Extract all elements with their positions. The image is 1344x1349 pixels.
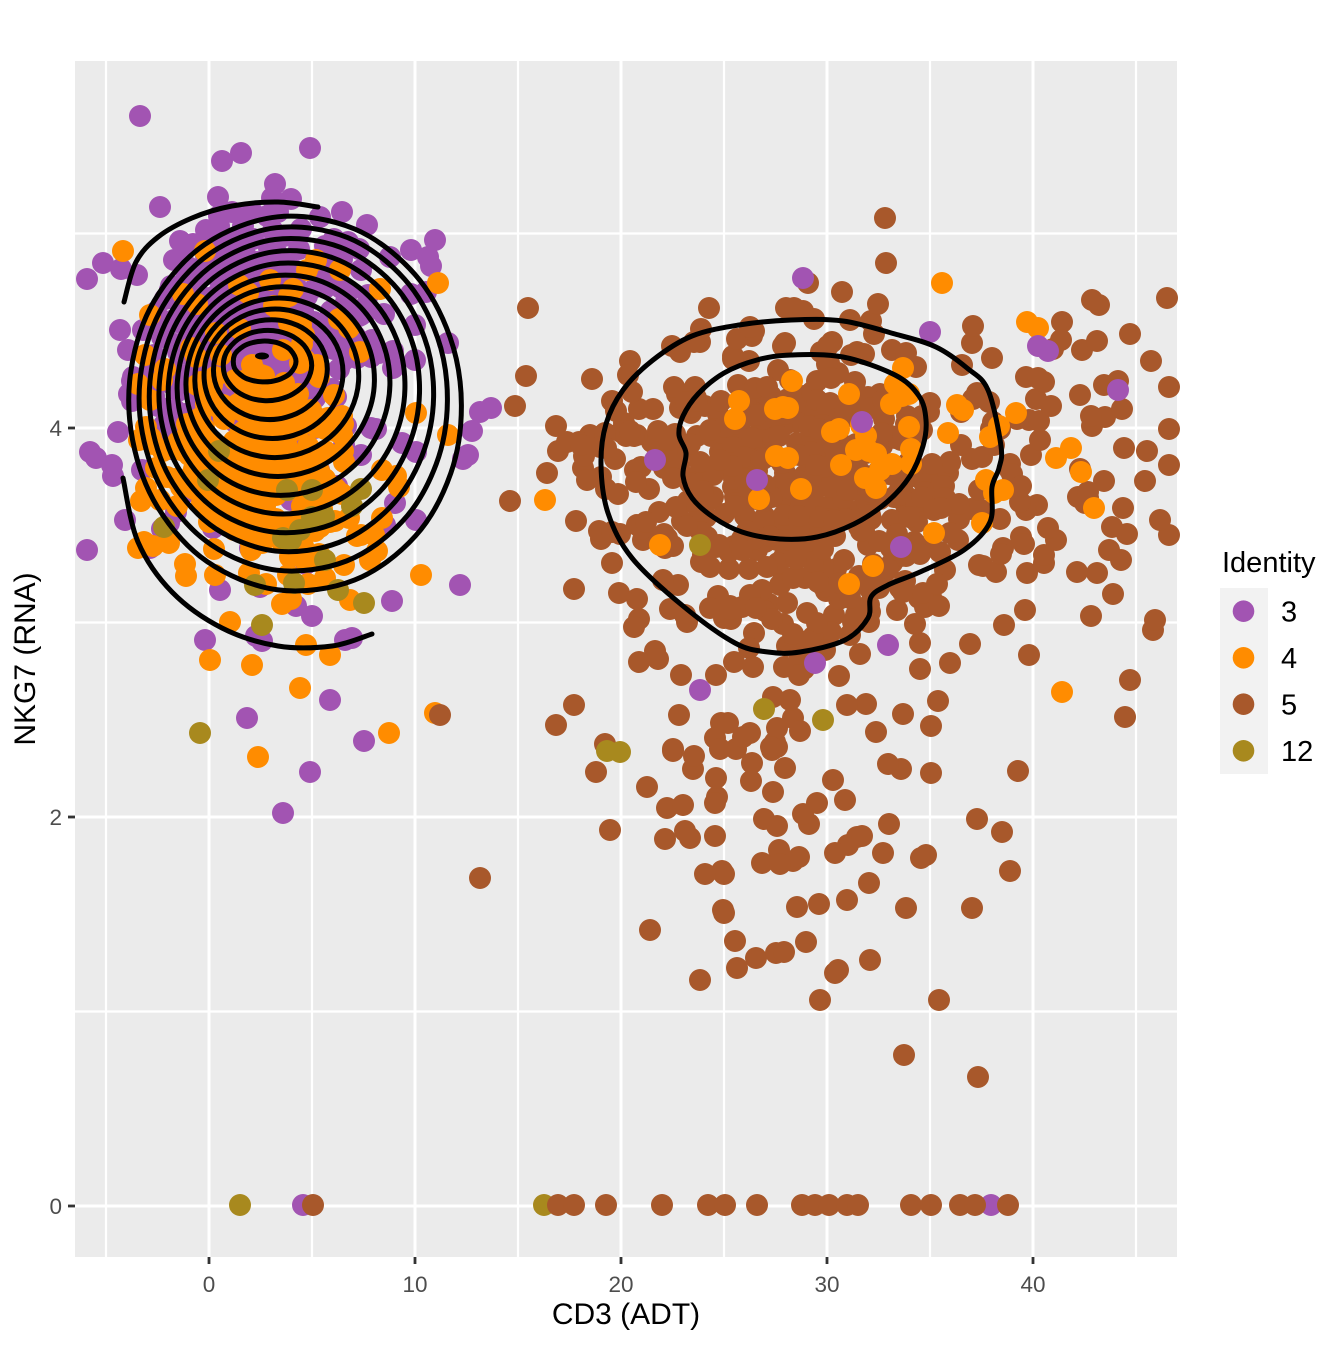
svg-text:20: 20	[608, 1272, 633, 1297]
svg-text:2: 2	[49, 805, 62, 830]
svg-text:Identity: Identity	[1222, 547, 1316, 579]
svg-text:10: 10	[402, 1272, 427, 1297]
svg-text:30: 30	[814, 1272, 839, 1297]
svg-text:40: 40	[1020, 1272, 1045, 1297]
svg-text:CD3 (ADT): CD3 (ADT)	[552, 1298, 700, 1331]
svg-text:12: 12	[1281, 736, 1313, 768]
svg-text:0: 0	[49, 1194, 62, 1219]
svg-text:5: 5	[1281, 690, 1297, 722]
svg-text:4: 4	[1281, 643, 1297, 675]
svg-text:NKG7 (RNA): NKG7 (RNA)	[9, 572, 42, 745]
svg-text:3: 3	[1281, 597, 1297, 629]
svg-text:0: 0	[203, 1272, 216, 1297]
svg-text:4: 4	[49, 416, 62, 441]
